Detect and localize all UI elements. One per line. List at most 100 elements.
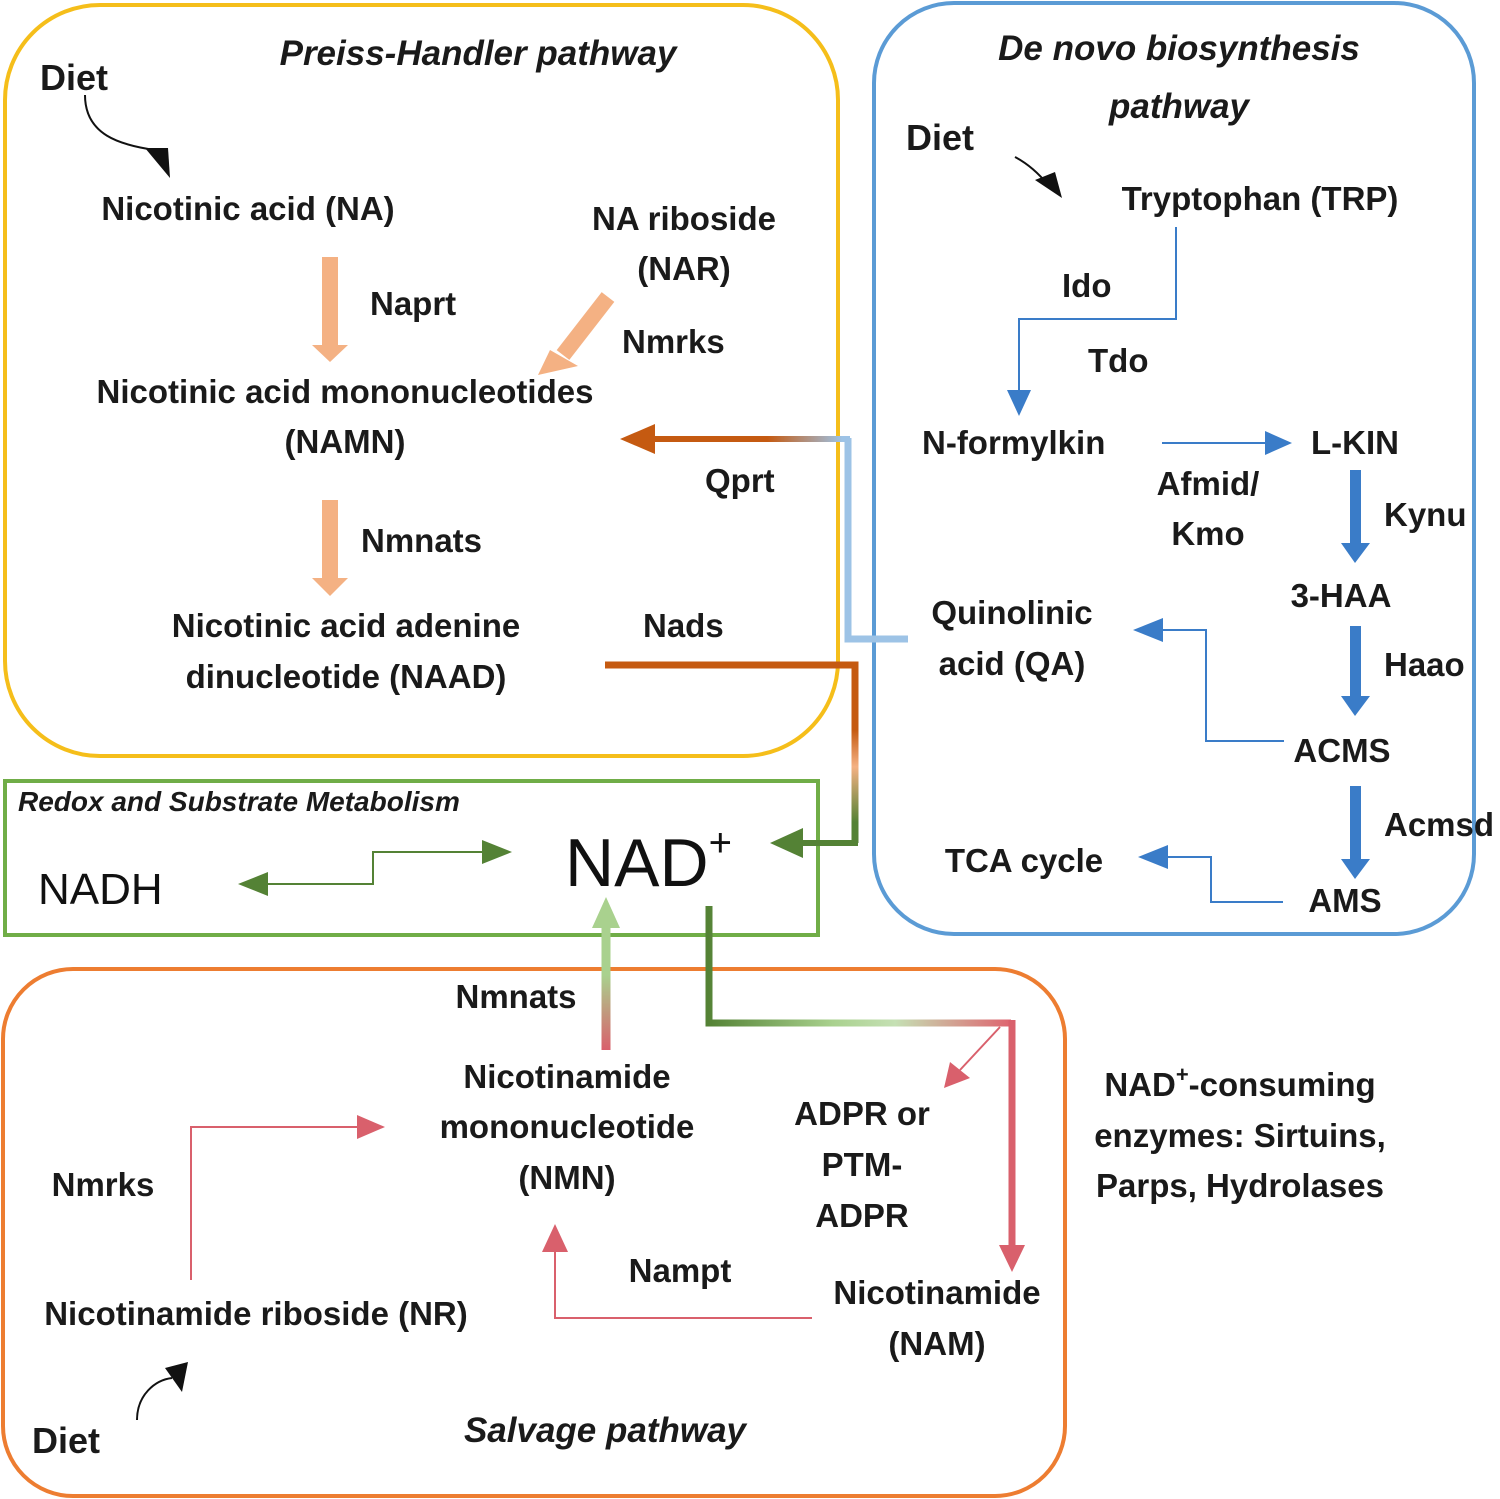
nmn-label-2: mononucleotide [440,1108,695,1145]
nads-arrowhead [770,828,803,858]
nmnats-arrowhead [312,578,348,596]
ams-tca-arrowhead [1138,845,1168,869]
afmid-arrowhead [1265,431,1292,455]
consuming-label-2: enzymes: Sirtuins, [1094,1117,1386,1154]
ido-label: Ido [1062,267,1111,304]
nad-nadh-arrowhead-left [238,872,268,896]
naprt-arrowhead [312,345,348,362]
qa-label-1: Quinolinic [931,594,1092,631]
nmrks-nr-arrowhead [357,1115,385,1139]
adpr-arrow-line [959,1026,1001,1071]
nad-label: NAD+ [565,821,732,901]
nar-label-1: NA riboside [592,200,776,237]
nmrks-nar-arrow [556,292,615,360]
afmid-label-1: Afmid/ [1157,465,1260,502]
diet-denovo-arrowhead [1035,172,1062,198]
denovo-title-2: pathway [1108,87,1251,126]
nampt-arrowhead [542,1224,568,1252]
salvage-diet-label: Diet [32,1420,100,1461]
nmnats-preiss-label: Nmnats [361,522,482,559]
denovo-title-1: De novo biosynthesis [998,29,1360,68]
acms-qa-connector [1160,629,1284,742]
redox-title: Redox and Substrate Metabolism [18,786,460,817]
nmn-label-1: Nicotinamide [463,1058,670,1095]
preiss-diet-label: Diet [40,57,108,98]
naprt-label: Naprt [370,285,456,322]
ams-label: AMS [1308,882,1381,919]
redox-box [3,779,820,937]
haao-arrowhead [1341,696,1370,716]
nr-label: Nicotinamide riboside (NR) [44,1295,468,1332]
nmrks-nar-label: Nmrks [622,323,725,360]
nad-text: NAD [565,825,709,901]
diet-salvage-arrowhead [165,1362,188,1392]
afmid-label-2: Kmo [1171,515,1244,552]
nad-superscript: + [709,821,732,865]
nad-consumption-connector [705,906,1011,1027]
nam-label-1: Nicotinamide [833,1274,1040,1311]
consuming-nad: NAD [1104,1066,1176,1103]
nmn-nad-arrowhead [592,897,620,928]
qa-label-2: acid (QA) [939,645,1086,682]
acmsd-label: Acmsd [1384,806,1494,843]
naprt-arrow-shaft [322,257,338,347]
nads-label: Nads [643,607,724,644]
adpr-label-2: PTM- [822,1146,903,1183]
nmrks-nar-arrowhead [538,350,578,375]
trp-label: Tryptophan (TRP) [1122,180,1399,217]
diet-arrowhead [145,148,170,178]
consuming-sup: + [1176,1062,1189,1087]
naad-label-2: dinucleotide (NAAD) [186,658,507,695]
ido-tdo-arrowhead [1007,390,1031,416]
nformylkin-label: N-formylkin [922,424,1105,461]
diet-curved-arrow [84,94,156,151]
nmnats-salvage-label: Nmnats [455,978,576,1015]
salvage-title: Salvage pathway [464,1411,748,1450]
preiss-handler-box [3,3,840,758]
tdo-label: Tdo [1088,342,1148,379]
nadh-label: NADH [38,865,163,914]
consuming-label-1: NAD+-consuming [1104,1062,1375,1103]
acmsd-arrow-shaft [1350,786,1361,861]
nmrks-nr-connector [190,1126,360,1280]
tca-label: TCA cycle [945,842,1103,879]
nad-nadh-connector [265,851,485,885]
de-novo-box [872,1,1476,936]
salvage-box [1,967,1067,1498]
nampt-label: Nampt [629,1252,732,1289]
haao-label: Haao [1384,646,1465,683]
adpr-arrowhead [944,1062,970,1088]
nads-connector [605,661,859,843]
ams-tca-connector [1165,856,1283,903]
consuming-rest: -consuming [1189,1066,1376,1103]
nam-label-2: (NAM) [888,1325,985,1362]
na-label: Nicotinic acid (NA) [101,190,394,227]
adpr-label-1: ADPR or [794,1095,930,1132]
acms-qa-arrowhead [1133,618,1163,642]
qprt-label: Qprt [705,462,775,499]
haa-label: 3-HAA [1291,577,1392,614]
namn-label-1: Nicotinic acid mononucleotides [97,373,594,410]
preiss-title: Preiss-Handler pathway [280,34,678,73]
nampt-connector [554,1250,812,1319]
acms-label: ACMS [1293,732,1390,769]
consuming-label-3: Parps, Hydrolases [1096,1167,1384,1204]
lkin-label: L-KIN [1311,424,1399,461]
naad-label-1: Nicotinic acid adenine [172,607,520,644]
namn-label-2: (NAMN) [285,423,406,460]
ido-tdo-connector [1018,227,1177,393]
qprt-arrowhead [620,424,655,454]
adpr-label-3: ADPR [815,1197,909,1234]
acmsd-arrowhead [1341,859,1370,879]
nar-label-2: (NAR) [637,250,730,287]
haao-arrow-shaft [1350,626,1361,698]
nmnats-arrow-shaft [322,500,338,580]
denovo-diet-label: Diet [906,117,974,158]
nmn-label-3: (NMN) [518,1159,615,1196]
kynu-arrowhead [1341,543,1370,563]
diet-salvage-curve [136,1377,173,1421]
nmrks-salvage-label: Nmrks [52,1166,155,1203]
qprt-connector [844,438,908,643]
kynu-arrow-shaft [1350,470,1361,545]
